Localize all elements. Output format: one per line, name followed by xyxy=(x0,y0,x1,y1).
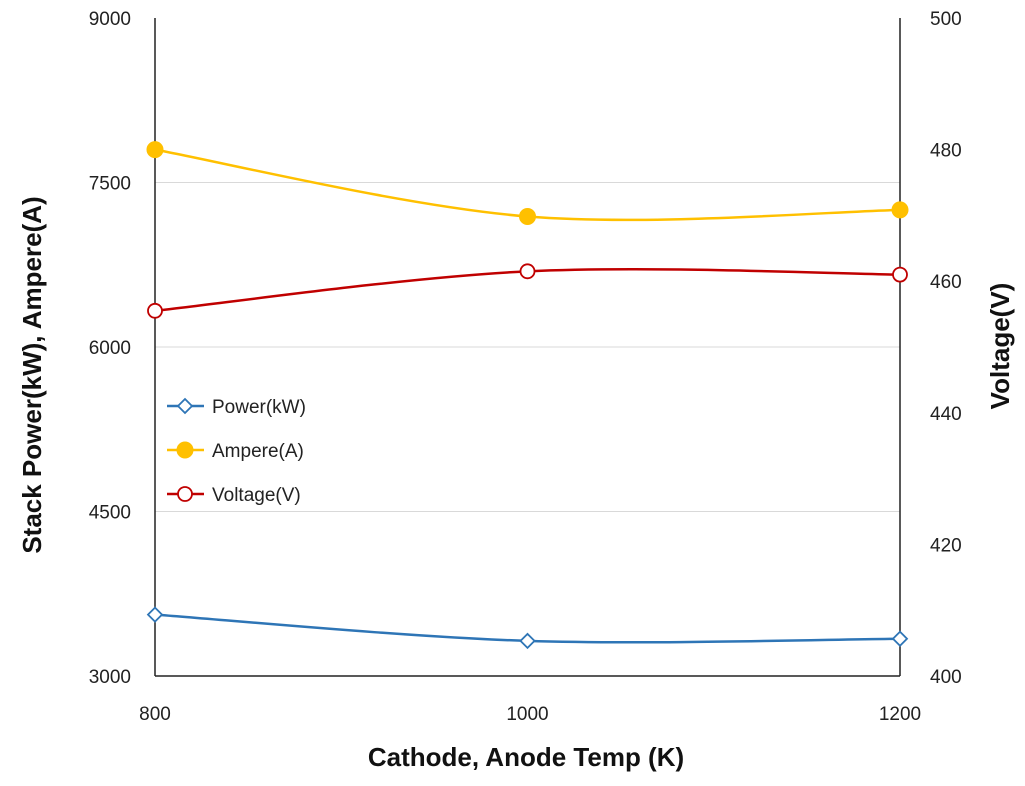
y2-axis-title: Voltage(V) xyxy=(985,283,1015,410)
x-tick-label: 800 xyxy=(139,704,171,725)
y-tick-label: 6000 xyxy=(89,338,131,359)
data-point xyxy=(519,632,536,650)
data-point xyxy=(146,606,164,623)
data-point xyxy=(891,630,909,647)
y2-tick-label: 480 xyxy=(930,141,962,162)
series-voltage-v xyxy=(147,263,908,319)
y2-tick-label: 420 xyxy=(930,535,962,556)
axes xyxy=(154,18,901,677)
legend-label: Voltage(V) xyxy=(212,485,301,506)
y-tick-label: 4500 xyxy=(89,503,131,524)
x-tick-label: 1000 xyxy=(506,704,548,725)
data-point xyxy=(892,266,908,283)
y-tick-label: 7500 xyxy=(89,174,131,195)
y2-tick-label: 460 xyxy=(930,272,962,293)
y-tick-label: 3000 xyxy=(89,667,131,688)
series-group xyxy=(146,141,909,650)
left-axis-ticks: 3000 4500 6000 7500 9000 xyxy=(89,9,131,688)
data-point xyxy=(519,263,536,280)
legend-item-power-kw: Power(kW) xyxy=(167,397,306,418)
right-axis-ticks: 400 420 440 460 480 500 xyxy=(930,9,962,688)
legend-marker xyxy=(176,441,194,459)
x-axis-title: Cathode, Anode Temp (K) xyxy=(368,742,684,772)
data-point xyxy=(146,141,164,159)
x-tick-label: 1200 xyxy=(879,704,921,725)
x-axis-ticks: 800 1000 1200 xyxy=(139,704,921,725)
legend: Power(kW) Ampere(A) Voltage(V) xyxy=(167,397,306,506)
legend-item-ampere-a: Ampere(A) xyxy=(167,441,304,462)
legend-label: Ampere(A) xyxy=(212,441,304,462)
series-ampere-a xyxy=(146,141,909,225)
y-axis-title: Stack Power(kW), Ampere(A) xyxy=(17,196,47,553)
legend-item-voltage-v: Voltage(V) xyxy=(167,485,301,506)
gridlines xyxy=(155,182,900,512)
data-point xyxy=(147,302,163,319)
legend-marker xyxy=(176,397,194,415)
legend-label: Power(kW) xyxy=(212,397,306,418)
legend-marker xyxy=(177,486,193,502)
data-point xyxy=(519,207,536,225)
y2-tick-label: 440 xyxy=(930,404,962,425)
series-power-kw xyxy=(146,606,909,650)
y-tick-label: 9000 xyxy=(89,9,131,30)
data-point xyxy=(891,201,909,219)
y2-tick-label: 400 xyxy=(930,667,962,688)
y2-tick-label: 500 xyxy=(930,9,962,30)
